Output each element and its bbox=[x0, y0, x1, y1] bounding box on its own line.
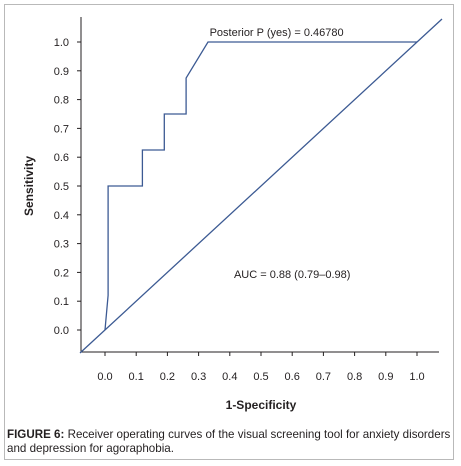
x-tick-label: 0.7 bbox=[316, 371, 331, 383]
y-tick-label: 0.7 bbox=[54, 123, 69, 135]
y-tick-label: 0.6 bbox=[54, 152, 69, 164]
y-tick-label: 0.0 bbox=[54, 325, 69, 337]
roc-curve-line bbox=[104, 41, 417, 331]
annotations: Posterior P (yes) = 0.46780 AUC = 0.88 (0… bbox=[210, 27, 351, 281]
x-tick-label: 0.6 bbox=[285, 371, 300, 383]
y-axis-label: Sensitivity bbox=[22, 156, 36, 216]
y-tick-label: 0.1 bbox=[54, 296, 69, 308]
y-tick-label: 0.8 bbox=[54, 95, 69, 107]
x-tick-label: 1.0 bbox=[409, 371, 424, 383]
x-ticks: 0.0 0.1 0.2 0.3 0.4 0.5 0.6 0.7 0.8 0.9 1.0 bbox=[97, 352, 425, 383]
x-tick-label: 0.9 bbox=[378, 371, 393, 383]
y-ticks: 0.0 0.1 0.2 0.3 0.4 0.5 0.6 0.7 0.8 0.9 1.0 bbox=[54, 37, 81, 337]
x-tick-label: 0.3 bbox=[191, 371, 206, 383]
x-tick-label: 0.4 bbox=[222, 371, 237, 383]
reference-diagonal-line bbox=[79, 18, 443, 354]
caption-label: FIGURE 6: bbox=[7, 428, 65, 441]
y-tick-label: 0.4 bbox=[54, 210, 69, 222]
y-tick-label: 0.9 bbox=[54, 66, 69, 78]
chart-lines bbox=[79, 18, 443, 354]
x-tick-label: 0.8 bbox=[347, 371, 362, 383]
caption-text: Receiver operating curves of the visual … bbox=[7, 428, 451, 455]
y-tick-label: 0.3 bbox=[54, 239, 69, 251]
x-tick-label: 0.2 bbox=[160, 371, 175, 383]
posterior-annotation: Posterior P (yes) = 0.46780 bbox=[210, 27, 344, 39]
auc-annotation: AUC = 0.88 (0.79–0.98) bbox=[234, 269, 351, 281]
x-tick-label: 0.1 bbox=[129, 371, 144, 383]
y-tick-label: 0.5 bbox=[54, 181, 69, 193]
x-tick-label: 0.0 bbox=[97, 371, 112, 383]
figure-caption: FIGURE 6: Receiver operating curves of t… bbox=[7, 428, 453, 456]
roc-chart: 0.0 0.1 0.2 0.3 0.4 0.5 0.6 0.7 0.8 0.9 1.0 0.0 0.1… bbox=[22, 17, 443, 412]
chart-axes bbox=[80, 17, 439, 353]
x-axis-label: 1-Specificity bbox=[226, 398, 297, 412]
y-tick-label: 0.2 bbox=[54, 267, 69, 279]
x-tick-label: 0.5 bbox=[253, 371, 268, 383]
y-tick-label: 1.0 bbox=[54, 37, 69, 49]
figure-frame bbox=[4, 4, 454, 460]
